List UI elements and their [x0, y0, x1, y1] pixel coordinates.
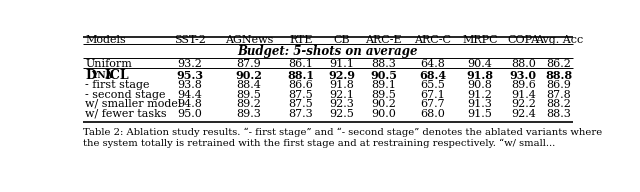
Text: ICL: ICL	[105, 69, 129, 82]
Text: 91.3: 91.3	[467, 99, 492, 109]
Text: w/ smaller model: w/ smaller model	[85, 99, 182, 109]
Text: 67.7: 67.7	[420, 99, 445, 109]
Text: 95.0: 95.0	[178, 109, 202, 119]
Text: 86.1: 86.1	[289, 59, 314, 69]
Text: w/ fewer tasks: w/ fewer tasks	[85, 109, 167, 119]
Text: COPA: COPA	[508, 35, 540, 45]
Text: 88.0: 88.0	[511, 59, 536, 69]
Text: MRPC: MRPC	[462, 35, 498, 45]
Text: 88.1: 88.1	[287, 70, 314, 81]
Text: 87.3: 87.3	[289, 109, 313, 119]
Text: 92.9: 92.9	[328, 70, 355, 81]
Text: Budget: 5-shots on average: Budget: 5-shots on average	[237, 45, 419, 58]
Text: Uniform: Uniform	[85, 59, 132, 69]
Text: 90.2: 90.2	[236, 70, 262, 81]
Text: 91.8: 91.8	[330, 80, 355, 90]
Text: 64.8: 64.8	[420, 59, 445, 69]
Text: 87.5: 87.5	[289, 90, 313, 100]
Text: D: D	[85, 69, 96, 82]
Text: 90.2: 90.2	[371, 99, 396, 109]
Text: 91.5: 91.5	[467, 109, 492, 119]
Text: ARC-E: ARC-E	[365, 35, 402, 45]
Text: 87.8: 87.8	[547, 90, 572, 100]
Text: 86.6: 86.6	[289, 80, 314, 90]
Text: 91.8: 91.8	[467, 70, 493, 81]
Text: 91.2: 91.2	[467, 90, 492, 100]
Text: 92.2: 92.2	[511, 99, 536, 109]
Text: 65.5: 65.5	[420, 80, 445, 90]
Text: 90.4: 90.4	[467, 59, 492, 69]
Text: 90.8: 90.8	[467, 80, 492, 90]
Text: 91.1: 91.1	[330, 59, 355, 69]
Text: the system totally is retrained with the first stage and at restraining respecti: the system totally is retrained with the…	[83, 139, 556, 148]
Text: 88.4: 88.4	[237, 80, 261, 90]
Text: Avg. Acc: Avg. Acc	[535, 35, 583, 45]
Text: 89.5: 89.5	[237, 90, 261, 100]
Text: 68.0: 68.0	[420, 109, 445, 119]
Text: 93.8: 93.8	[178, 80, 202, 90]
Text: Table 2: Ablation study results. “- first stage” and “- second stage” denotes th: Table 2: Ablation study results. “- firs…	[83, 128, 602, 137]
Text: 93.0: 93.0	[510, 70, 537, 81]
Text: 86.2: 86.2	[547, 59, 572, 69]
Text: 95.3: 95.3	[177, 70, 204, 81]
Text: 89.1: 89.1	[371, 80, 396, 90]
Text: 90.0: 90.0	[371, 109, 396, 119]
Text: 89.6: 89.6	[511, 80, 536, 90]
Text: 92.4: 92.4	[511, 109, 536, 119]
Text: 90.5: 90.5	[371, 70, 397, 81]
Text: - second stage: - second stage	[85, 90, 166, 100]
Text: 86.9: 86.9	[547, 80, 572, 90]
Text: CB: CB	[333, 35, 350, 45]
Text: 91.4: 91.4	[511, 90, 536, 100]
Text: 93.2: 93.2	[178, 59, 202, 69]
Text: - first stage: - first stage	[85, 80, 150, 90]
Text: ARC-C: ARC-C	[414, 35, 451, 45]
Text: Models: Models	[85, 35, 126, 45]
Text: 67.1: 67.1	[420, 90, 445, 100]
Text: 94.4: 94.4	[178, 90, 202, 100]
Text: 89.5: 89.5	[371, 90, 396, 100]
Text: AGNews: AGNews	[225, 35, 273, 45]
Text: 89.2: 89.2	[237, 99, 261, 109]
Text: 89.3: 89.3	[237, 109, 261, 119]
Text: 88.3: 88.3	[371, 59, 396, 69]
Text: 94.8: 94.8	[178, 99, 202, 109]
Text: 92.1: 92.1	[330, 90, 355, 100]
Text: 87.5: 87.5	[289, 99, 313, 109]
Text: YNA: YNA	[91, 71, 113, 80]
Text: RTE: RTE	[289, 35, 312, 45]
Text: 68.4: 68.4	[419, 70, 446, 81]
Text: 92.3: 92.3	[330, 99, 355, 109]
Text: SST-2: SST-2	[174, 35, 206, 45]
Text: 88.2: 88.2	[547, 99, 572, 109]
Text: 87.9: 87.9	[237, 59, 261, 69]
Text: 92.5: 92.5	[330, 109, 355, 119]
Text: 88.8: 88.8	[545, 70, 573, 81]
Text: 88.3: 88.3	[547, 109, 572, 119]
